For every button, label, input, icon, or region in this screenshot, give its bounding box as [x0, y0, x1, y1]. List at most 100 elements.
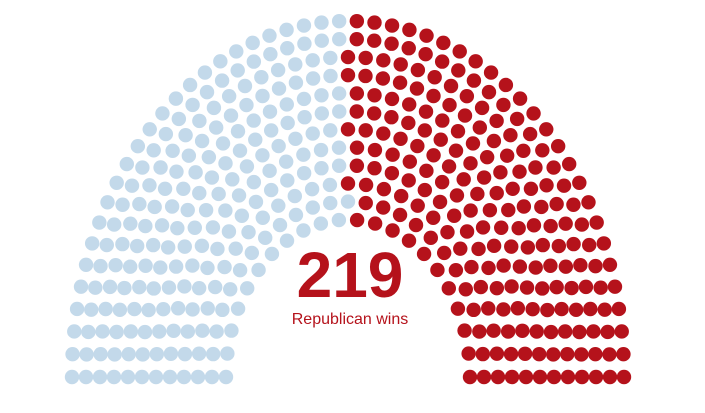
- seat: [218, 369, 234, 385]
- seat: [79, 347, 94, 362]
- seat: [486, 133, 502, 149]
- seat: [181, 148, 197, 163]
- seat: [471, 241, 486, 257]
- seat: [410, 62, 426, 78]
- seat: [153, 260, 168, 275]
- seat: [409, 81, 425, 96]
- seat: [446, 208, 462, 223]
- seat: [426, 88, 441, 104]
- seat: [401, 173, 416, 188]
- seat: [564, 280, 579, 296]
- seat: [244, 245, 260, 261]
- seat: [367, 33, 382, 48]
- seat: [230, 124, 246, 139]
- seat: [218, 156, 233, 171]
- seat: [239, 159, 255, 174]
- seat: [476, 170, 492, 185]
- seat: [518, 369, 534, 385]
- seat: [178, 128, 193, 143]
- seat: [214, 73, 230, 88]
- seat: [177, 239, 192, 254]
- seat: [305, 71, 321, 86]
- seat: [529, 324, 544, 339]
- seat: [296, 147, 311, 162]
- seat: [588, 346, 603, 362]
- seat: [264, 246, 280, 262]
- seat: [142, 122, 157, 137]
- seat: [558, 259, 574, 274]
- seat: [255, 210, 270, 225]
- seat: [149, 346, 165, 362]
- seat: [349, 140, 365, 155]
- seat: [432, 194, 448, 210]
- seat: [468, 54, 483, 69]
- seat: [602, 369, 618, 385]
- seat: [546, 347, 561, 362]
- seat: [78, 257, 94, 273]
- seat: [332, 104, 347, 119]
- seat: [287, 188, 303, 204]
- seat: [121, 346, 136, 362]
- seat: [526, 106, 541, 121]
- seat: [486, 238, 502, 254]
- seat: [535, 143, 550, 158]
- seat: [436, 35, 451, 51]
- seat: [142, 178, 157, 193]
- seat: [211, 186, 226, 202]
- seat: [115, 236, 130, 252]
- seat: [465, 136, 481, 151]
- seat: [248, 132, 263, 147]
- seat: [313, 142, 329, 158]
- seat: [457, 323, 472, 338]
- seat: [254, 70, 269, 85]
- seat: [482, 202, 498, 218]
- seat: [93, 346, 108, 362]
- seat: [367, 161, 382, 176]
- seat: [262, 28, 277, 43]
- seat: [223, 108, 239, 123]
- seat: [228, 241, 243, 256]
- seat: [452, 44, 467, 59]
- seat: [503, 128, 518, 143]
- seat: [147, 199, 162, 215]
- seat: [323, 123, 338, 138]
- seat: [466, 302, 481, 318]
- seat: [504, 279, 519, 294]
- seat: [578, 279, 594, 295]
- seat: [512, 259, 528, 274]
- seat: [430, 262, 445, 278]
- seat: [551, 238, 567, 254]
- seat: [92, 369, 108, 385]
- seat: [165, 143, 180, 158]
- seat: [170, 301, 186, 316]
- seat: [239, 97, 254, 113]
- seat: [208, 120, 224, 135]
- seat: [239, 281, 255, 296]
- seat: [190, 369, 206, 385]
- seat: [427, 70, 442, 85]
- seat: [168, 259, 184, 274]
- seat: [463, 203, 478, 218]
- seat: [554, 301, 569, 317]
- seat: [84, 236, 100, 251]
- seat: [419, 28, 434, 43]
- seat: [540, 302, 555, 318]
- seat: [519, 280, 535, 295]
- seat: [296, 223, 311, 238]
- seat: [607, 279, 623, 294]
- seats: [64, 13, 632, 385]
- seat: [122, 259, 138, 274]
- seat: [215, 136, 231, 151]
- seat: [120, 369, 136, 385]
- seat: [450, 124, 466, 139]
- seat: [164, 199, 180, 214]
- seat: [401, 41, 416, 56]
- seat: [543, 258, 558, 273]
- seat: [182, 77, 198, 93]
- seat: [314, 15, 329, 30]
- seat: [332, 32, 347, 47]
- seat: [522, 126, 538, 142]
- seat: [557, 324, 573, 339]
- seat: [188, 165, 203, 180]
- seat: [402, 22, 417, 38]
